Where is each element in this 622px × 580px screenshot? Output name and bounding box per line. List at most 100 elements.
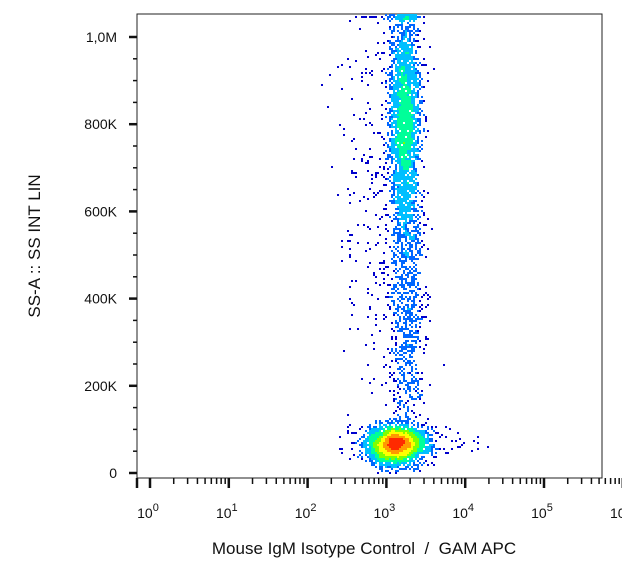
event-dot xyxy=(393,462,395,464)
event-dot xyxy=(415,380,417,382)
event-dot xyxy=(411,172,413,174)
event-dot xyxy=(399,110,401,112)
event-dot xyxy=(417,30,419,32)
event-dot xyxy=(429,320,431,322)
event-dot xyxy=(405,64,407,66)
event-dot xyxy=(371,436,373,438)
event-dot xyxy=(417,450,419,452)
event-dot xyxy=(401,88,403,90)
event-dot xyxy=(395,322,397,324)
event-dot xyxy=(423,22,425,24)
event-dot xyxy=(419,158,421,160)
event-dot xyxy=(379,132,381,134)
event-dot xyxy=(407,306,409,308)
event-dot xyxy=(341,448,343,450)
event-dot xyxy=(361,72,363,74)
event-dot xyxy=(391,130,393,132)
event-dot xyxy=(387,470,389,472)
event-dot xyxy=(411,74,413,76)
event-dot xyxy=(403,130,405,132)
event-dot xyxy=(391,60,393,62)
event-dot xyxy=(403,270,405,272)
event-dot xyxy=(411,344,413,346)
event-dot xyxy=(401,40,403,42)
event-dot xyxy=(417,430,419,432)
event-dot xyxy=(405,312,407,314)
event-dot xyxy=(417,250,419,252)
event-dot xyxy=(401,66,403,68)
event-dot xyxy=(407,166,409,168)
event-dot xyxy=(407,170,409,172)
event-dot xyxy=(419,118,421,120)
event-dot xyxy=(363,154,365,156)
event-dot xyxy=(411,192,413,194)
event-dot xyxy=(393,440,395,442)
event-dot xyxy=(347,426,349,428)
event-dot xyxy=(391,442,393,444)
event-dot xyxy=(399,122,401,124)
event-dot xyxy=(395,254,397,256)
event-dot xyxy=(379,460,381,462)
event-dot xyxy=(405,348,407,350)
event-dot xyxy=(417,456,419,458)
event-dot xyxy=(423,244,425,246)
event-dot xyxy=(387,458,389,460)
event-dot xyxy=(381,450,383,452)
event-dot xyxy=(413,438,415,440)
event-dot xyxy=(415,182,417,184)
event-dot xyxy=(409,434,411,436)
event-dot xyxy=(403,216,405,218)
event-dot xyxy=(415,158,417,160)
event-dot xyxy=(409,396,411,398)
event-dot xyxy=(373,348,375,350)
event-dot xyxy=(393,190,395,192)
event-dot xyxy=(393,100,395,102)
event-dot xyxy=(395,326,397,328)
event-dot xyxy=(419,150,421,152)
event-dot xyxy=(409,164,411,166)
event-dot xyxy=(411,340,413,342)
event-dot xyxy=(409,152,411,154)
event-dot xyxy=(413,256,415,258)
event-dot xyxy=(401,262,403,264)
event-dot xyxy=(403,20,405,22)
event-dot xyxy=(393,92,395,94)
event-dot xyxy=(391,110,393,112)
event-dot xyxy=(415,16,417,18)
event-dot xyxy=(377,458,379,460)
event-dot xyxy=(413,114,415,116)
event-dot xyxy=(413,262,415,264)
event-dot xyxy=(339,436,341,438)
event-dot xyxy=(379,436,381,438)
event-dot xyxy=(411,96,413,98)
event-dot xyxy=(411,272,413,274)
event-dot xyxy=(409,54,411,56)
event-dot xyxy=(419,430,421,432)
event-dot xyxy=(397,36,399,38)
event-dot xyxy=(411,428,413,430)
event-dot xyxy=(413,134,415,136)
event-dot xyxy=(413,316,415,318)
event-dot xyxy=(407,168,409,170)
event-dot xyxy=(411,128,413,130)
event-dot xyxy=(395,458,397,460)
event-dot xyxy=(415,304,417,306)
event-dot xyxy=(357,456,359,458)
event-dot xyxy=(401,124,403,126)
event-dot xyxy=(389,118,391,120)
event-dot xyxy=(407,452,409,454)
event-dot xyxy=(395,148,397,150)
event-dot xyxy=(349,66,351,68)
event-dot xyxy=(389,166,391,168)
event-dot xyxy=(341,88,343,90)
event-dot xyxy=(411,426,413,428)
event-dot xyxy=(411,334,413,336)
event-dot xyxy=(409,32,411,34)
event-dot xyxy=(393,252,395,254)
event-dot xyxy=(409,386,411,388)
event-dot xyxy=(405,176,407,178)
event-dot xyxy=(401,36,403,38)
event-dot xyxy=(381,426,383,428)
event-dot xyxy=(409,74,411,76)
event-dot xyxy=(399,252,401,254)
